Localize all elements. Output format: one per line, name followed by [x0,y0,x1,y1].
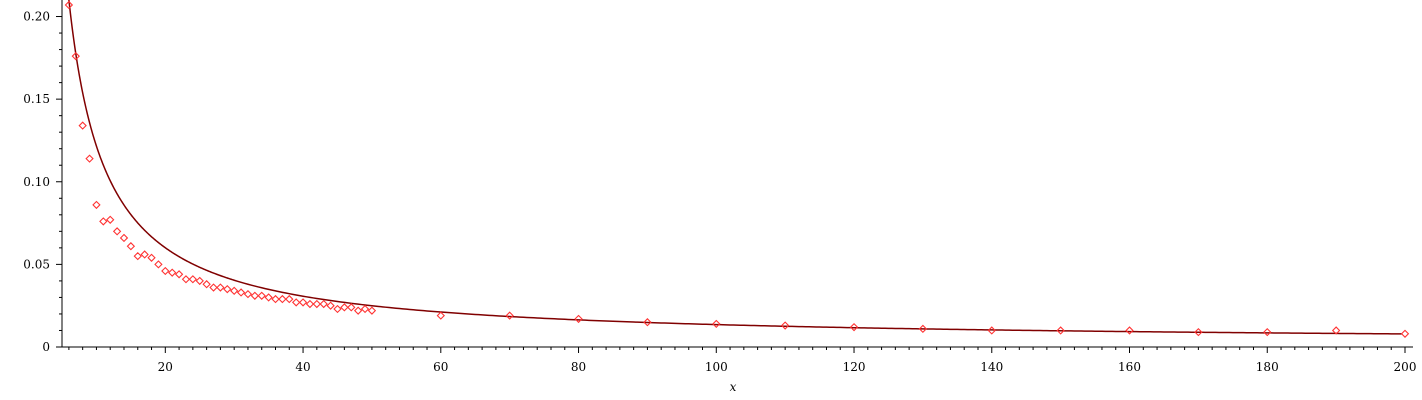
data-point [188,275,198,284]
data-point [436,311,445,320]
data-point [236,288,246,297]
data-point [78,121,87,130]
data-point [250,291,260,300]
data-point [147,253,156,262]
y-tick-label: 0.20 [23,10,50,24]
y-tick-label: 0.05 [23,257,50,271]
data-point [347,303,356,312]
data-point [987,326,996,335]
x-tick-label: 140 [980,360,1003,374]
data-point [298,298,308,307]
data-point [574,314,583,324]
fit-curve-layer [68,0,1402,335]
data-point [106,215,115,224]
x-tick-label: 180 [1256,360,1279,374]
data-point [278,294,287,304]
data-point [1263,327,1272,337]
data-point [64,0,74,10]
data-point [367,306,377,315]
x-tick-label: 200 [1394,360,1417,374]
x-tick-label: 60 [433,360,448,374]
data-point [168,268,177,277]
data-point [99,217,108,226]
x-tick-label: 20 [158,360,173,374]
data-point [1125,326,1134,335]
x-tick-label: 80 [571,360,586,374]
data-point [181,275,191,284]
data-point [230,286,239,295]
data-point [174,270,184,279]
data-point [71,52,80,61]
x-tick-label: 40 [295,360,310,374]
data-point [223,284,232,294]
data-point [360,304,370,314]
x-tick-label: 120 [843,360,866,374]
data-point [133,251,142,261]
data-point [202,280,211,289]
data-point [333,304,342,314]
data-point [195,276,204,286]
data-point [140,250,149,259]
fit-curve [68,0,1402,335]
y-tick-label: 0 [42,340,50,354]
axes [61,0,1413,348]
data-point [1400,329,1410,338]
data-point [312,299,322,309]
data-point [92,200,101,210]
data-point [119,233,129,243]
data-point [209,283,218,292]
ticks-layer: 20 40 60 80 100 120 140 160 180 200 0 0.05 0.10 0.15 0… [23,10,1416,374]
data-point [305,299,315,309]
data-point [849,322,859,332]
data-point [243,289,253,299]
data-point [264,293,273,302]
data-point [340,303,349,312]
data-point [505,311,514,320]
data-point [643,318,652,327]
data-point [712,319,721,329]
data-point [85,154,94,163]
y-tick-label: 0.10 [23,175,50,189]
data-point [271,294,280,304]
data-point [1194,327,1203,337]
x-tick-label: 160 [1118,360,1141,374]
x-axis-label: x [730,380,737,394]
data-points-layer [64,0,1410,338]
y-tick-label: 0.15 [23,92,50,106]
data-point [112,227,122,236]
data-point [154,260,163,269]
data-point [326,301,335,310]
data-point [126,242,136,251]
data-point [257,291,266,300]
data-point [319,299,328,309]
data-point [353,306,363,315]
x-tick-label: 100 [705,360,728,374]
data-point [1056,326,1065,335]
data-point [216,283,225,292]
data-point [161,266,170,276]
data-point [291,298,301,307]
data-point [1331,326,1341,335]
data-point [918,324,928,334]
data-point [285,294,294,304]
data-point [780,321,790,330]
